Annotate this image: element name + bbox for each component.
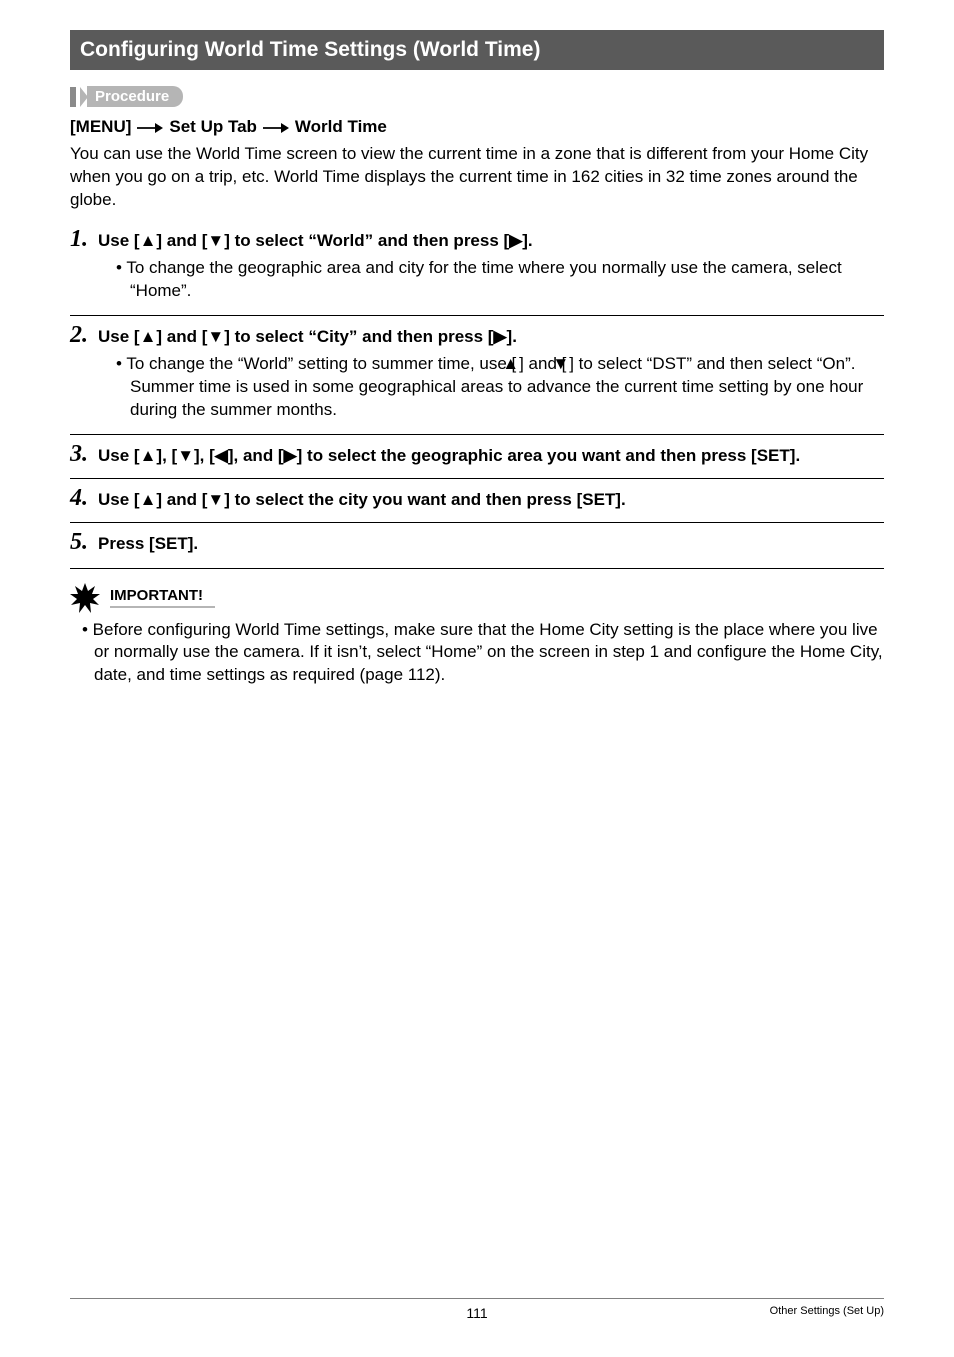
arrow-right-icon	[137, 117, 163, 137]
step-bullet: • To change the “World” setting to summe…	[116, 353, 884, 422]
text: • To change the “World” setting to summe…	[116, 354, 516, 373]
step-head: 5. Press [SET].	[70, 529, 884, 556]
text: Use [	[98, 446, 140, 465]
step-title: Use [▲] and [▼] to select “City” and the…	[98, 326, 517, 349]
text: ] and [	[156, 490, 207, 509]
menu-path-part1: [MENU]	[70, 117, 131, 137]
text: ] to select the geographic area you want…	[297, 446, 801, 465]
step-bullet: • To change the geographic area and city…	[116, 257, 884, 303]
text: ], [	[194, 446, 215, 465]
up-triangle-icon: ▲	[140, 489, 157, 512]
step-title: Use [▲] and [▼] to select the city you w…	[98, 489, 626, 512]
step-5: 5. Press [SET].	[70, 522, 884, 569]
text: ], [	[156, 446, 177, 465]
left-triangle-icon: ◀	[215, 445, 228, 468]
text: ] to select “World” and then press [	[224, 231, 509, 250]
procedure-bar-icon	[70, 87, 76, 107]
down-triangle-icon: ▼	[207, 326, 224, 349]
important-text: • Before configuring World Time settings…	[82, 619, 884, 688]
footer-section-label: Other Settings (Set Up)	[770, 1305, 884, 1317]
step-number: 1.	[70, 226, 88, 253]
step-title: Press [SET].	[98, 533, 198, 556]
step-number: 2.	[70, 322, 88, 349]
text: ].	[507, 327, 517, 346]
text: ].	[522, 231, 532, 250]
up-triangle-icon: ▲	[140, 326, 157, 349]
right-triangle-icon: ▶	[284, 445, 297, 468]
menu-path: [MENU] Set Up Tab World Time	[70, 117, 884, 137]
step-2: 2. Use [▲] and [▼] to select “City” and …	[70, 315, 884, 434]
section-header: Configuring World Time Settings (World T…	[70, 30, 884, 70]
step-head: 1. Use [▲] and [▼] to select “World” and…	[70, 226, 884, 253]
intro-paragraph: You can use the World Time screen to vie…	[70, 143, 884, 212]
page-number: 111	[466, 1305, 487, 1321]
text: Use [	[98, 231, 140, 250]
important-header: IMPORTANT!	[70, 583, 884, 613]
arrow-right-icon	[263, 117, 289, 137]
burst-icon	[70, 583, 100, 613]
step-head: 3. Use [▲], [▼], [◀], and [▶] to select …	[70, 441, 884, 468]
step-title: Use [▲], [▼], [◀], and [▶] to select the…	[98, 445, 800, 468]
step-number: 4.	[70, 485, 88, 512]
right-triangle-icon: ▶	[509, 230, 522, 253]
step-number: 5.	[70, 529, 88, 556]
down-triangle-icon: ▼	[207, 489, 224, 512]
procedure-tag: Procedure	[70, 86, 884, 107]
menu-path-part3: World Time	[295, 117, 387, 137]
down-triangle-icon: ▼	[177, 445, 194, 468]
text: ] to select “City” and then press [	[224, 327, 493, 346]
right-triangle-icon: ▶	[493, 326, 506, 349]
text: ] and [	[156, 231, 207, 250]
step-1: 1. Use [▲] and [▼] to select “World” and…	[70, 226, 884, 315]
procedure-label: Procedure	[87, 86, 183, 107]
menu-path-part2: Set Up Tab	[169, 117, 257, 137]
text: Use [	[98, 490, 140, 509]
page-footer: 111 Other Settings (Set Up)	[70, 1298, 884, 1321]
text: ] and [	[156, 327, 207, 346]
step-title: Use [▲] and [▼] to select “World” and th…	[98, 230, 533, 253]
step-number: 3.	[70, 441, 88, 468]
text: ], and [	[228, 446, 284, 465]
step-head: 2. Use [▲] and [▼] to select “City” and …	[70, 322, 884, 349]
important-label: IMPORTANT!	[110, 587, 215, 608]
up-triangle-icon: ▲	[140, 445, 157, 468]
step-4: 4. Use [▲] and [▼] to select the city yo…	[70, 478, 884, 522]
step-head: 4. Use [▲] and [▼] to select the city yo…	[70, 485, 884, 512]
text: ] to select the city you want and then p…	[224, 490, 625, 509]
down-triangle-icon: ▼	[207, 230, 224, 253]
up-triangle-icon: ▲	[140, 230, 157, 253]
section-title-text: Configuring World Time Settings (World T…	[80, 38, 540, 61]
text: Use [	[98, 327, 140, 346]
step-3: 3. Use [▲], [▼], [◀], and [▶] to select …	[70, 434, 884, 478]
